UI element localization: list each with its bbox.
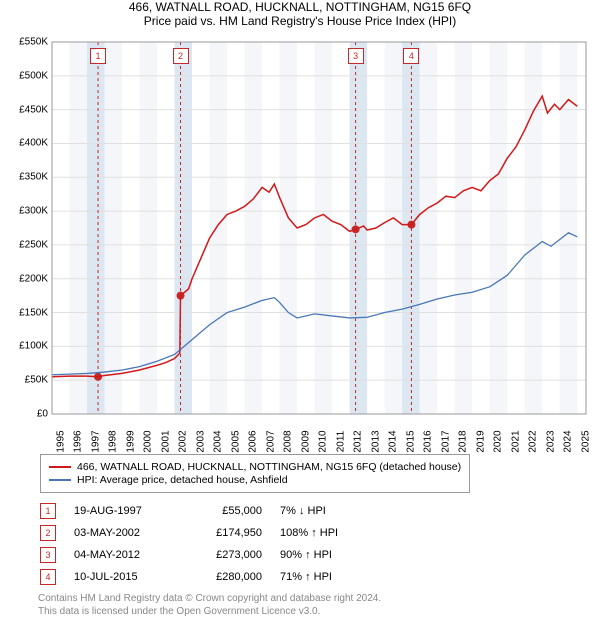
legend-swatch (49, 466, 71, 468)
legend-swatch (49, 479, 71, 481)
y-axis-label: £200K (10, 273, 48, 284)
chart-subtitle: Price paid vs. HM Land Registry's House … (0, 14, 600, 28)
transaction-marker: 1 (40, 503, 56, 519)
y-axis-label: £150K (10, 307, 48, 318)
x-axis-label: 2023 (545, 430, 556, 452)
x-axis-label: 1996 (73, 430, 84, 452)
x-axis-label: 2020 (493, 430, 504, 452)
transaction-vs-hpi: 108% ↑ HPI (280, 527, 370, 539)
sale-marker: 3 (348, 48, 364, 64)
footer-line-2: This data is licensed under the Open Gov… (38, 605, 381, 618)
y-axis-label: £550K (10, 37, 48, 48)
x-axis-label: 2016 (423, 430, 434, 452)
y-axis-label: £350K (10, 172, 48, 183)
x-axis-label: 2010 (318, 430, 329, 452)
y-axis-label: £100K (10, 341, 48, 352)
x-axis-label: 2009 (300, 430, 311, 452)
x-axis-label: 2000 (143, 430, 154, 452)
x-axis-label: 2008 (283, 430, 294, 452)
y-axis-label: £400K (10, 138, 48, 149)
x-axis-label: 1997 (90, 430, 101, 452)
transaction-date: 19-AUG-1997 (74, 505, 174, 517)
x-axis-label: 2017 (440, 430, 451, 452)
sale-marker: 1 (90, 48, 106, 64)
transaction-row: 2 03-MAY-2002 £174,950 108% ↑ HPI (40, 522, 370, 544)
transaction-price: £55,000 (192, 505, 262, 517)
x-axis-label: 2015 (405, 430, 416, 452)
y-axis-label: £0 (10, 409, 48, 420)
x-axis-label: 2006 (248, 430, 259, 452)
chart-title: 466, WATNALL ROAD, HUCKNALL, NOTTINGHAM,… (0, 0, 600, 14)
transaction-date: 10-JUL-2015 (74, 571, 174, 583)
x-axis-label: 2022 (528, 430, 539, 452)
x-axis-label: 2024 (563, 430, 574, 452)
x-axis-label: 1999 (125, 430, 136, 452)
footer-line-1: Contains HM Land Registry data © Crown c… (38, 592, 381, 605)
transaction-row: 4 10-JUL-2015 £280,000 71% ↑ HPI (40, 566, 370, 588)
chart-container: 466, WATNALL ROAD, HUCKNALL, NOTTINGHAM,… (0, 0, 600, 620)
x-axis-label: 2011 (335, 431, 346, 453)
x-axis-label: 1995 (55, 430, 66, 452)
transaction-row: 3 04-MAY-2012 £273,000 90% ↑ HPI (40, 544, 370, 566)
sale-marker: 2 (173, 48, 189, 64)
x-axis-label: 2004 (213, 430, 224, 452)
footer-attribution: Contains HM Land Registry data © Crown c… (38, 592, 381, 618)
x-axis-label: 2014 (388, 430, 399, 452)
transaction-marker: 3 (40, 547, 56, 563)
x-axis-label: 2018 (458, 430, 469, 452)
legend: 466, WATNALL ROAD, HUCKNALL, NOTTINGHAM,… (40, 454, 470, 493)
x-axis-label: 2013 (370, 430, 381, 452)
x-axis-label: 2021 (510, 430, 521, 452)
sale-marker: 4 (403, 48, 419, 64)
legend-item: 466, WATNALL ROAD, HUCKNALL, NOTTINGHAM,… (49, 461, 461, 473)
y-axis-label: £300K (10, 206, 48, 217)
transaction-vs-hpi: 90% ↑ HPI (280, 549, 370, 561)
transaction-date: 04-MAY-2012 (74, 549, 174, 561)
y-axis-label: £450K (10, 104, 48, 115)
y-axis-label: £50K (10, 375, 48, 386)
x-axis-label: 2025 (581, 430, 592, 452)
transaction-date: 03-MAY-2002 (74, 527, 174, 539)
x-axis-label: 2012 (353, 430, 364, 452)
line-chart: £0£50K£100K£150K£200K£250K£300K£350K£400… (52, 42, 586, 414)
x-axis-label: 2003 (195, 430, 206, 452)
transaction-price: £273,000 (192, 549, 262, 561)
legend-item: HPI: Average price, detached house, Ashf… (49, 474, 461, 486)
transaction-price: £280,000 (192, 571, 262, 583)
transaction-marker: 2 (40, 525, 56, 541)
transaction-marker: 4 (40, 569, 56, 585)
x-axis-label: 2019 (475, 430, 486, 452)
x-axis-label: 2001 (160, 430, 171, 452)
x-axis-label: 1998 (108, 430, 119, 452)
x-axis-label: 2005 (230, 430, 241, 452)
y-axis-label: £500K (10, 70, 48, 81)
legend-label: 466, WATNALL ROAD, HUCKNALL, NOTTINGHAM,… (77, 461, 461, 473)
transaction-row: 1 19-AUG-1997 £55,000 7% ↓ HPI (40, 500, 370, 522)
legend-label: HPI: Average price, detached house, Ashf… (77, 474, 288, 486)
transaction-vs-hpi: 71% ↑ HPI (280, 571, 370, 583)
transaction-table: 1 19-AUG-1997 £55,000 7% ↓ HPI 2 03-MAY-2002 £… (40, 500, 370, 588)
transaction-price: £174,950 (192, 527, 262, 539)
x-axis-label: 2007 (265, 430, 276, 452)
y-axis-label: £250K (10, 239, 48, 250)
x-axis-label: 2002 (178, 430, 189, 452)
transaction-vs-hpi: 7% ↓ HPI (280, 505, 370, 517)
